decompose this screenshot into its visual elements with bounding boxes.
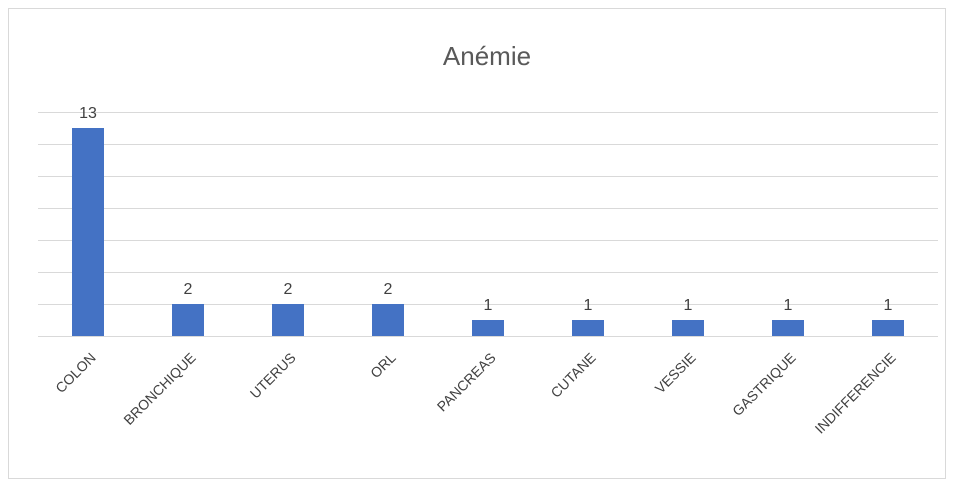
- data-label: 1: [784, 297, 793, 314]
- bar: [872, 320, 904, 336]
- bar: [672, 320, 704, 336]
- data-label: 13: [79, 105, 97, 122]
- data-label: 1: [884, 297, 893, 314]
- bar: [572, 320, 604, 336]
- data-label: 2: [384, 281, 393, 298]
- bar: [172, 304, 204, 336]
- bar: [772, 320, 804, 336]
- chart-border: [8, 8, 946, 479]
- data-label: 2: [184, 281, 193, 298]
- bar: [72, 128, 104, 336]
- data-label: 2: [284, 281, 293, 298]
- data-label: 1: [484, 297, 493, 314]
- data-label: 1: [684, 297, 693, 314]
- bar: [472, 320, 504, 336]
- bar: [372, 304, 404, 336]
- chart-title: Anémie: [443, 41, 531, 71]
- bar: [272, 304, 304, 336]
- data-label: 1: [584, 297, 593, 314]
